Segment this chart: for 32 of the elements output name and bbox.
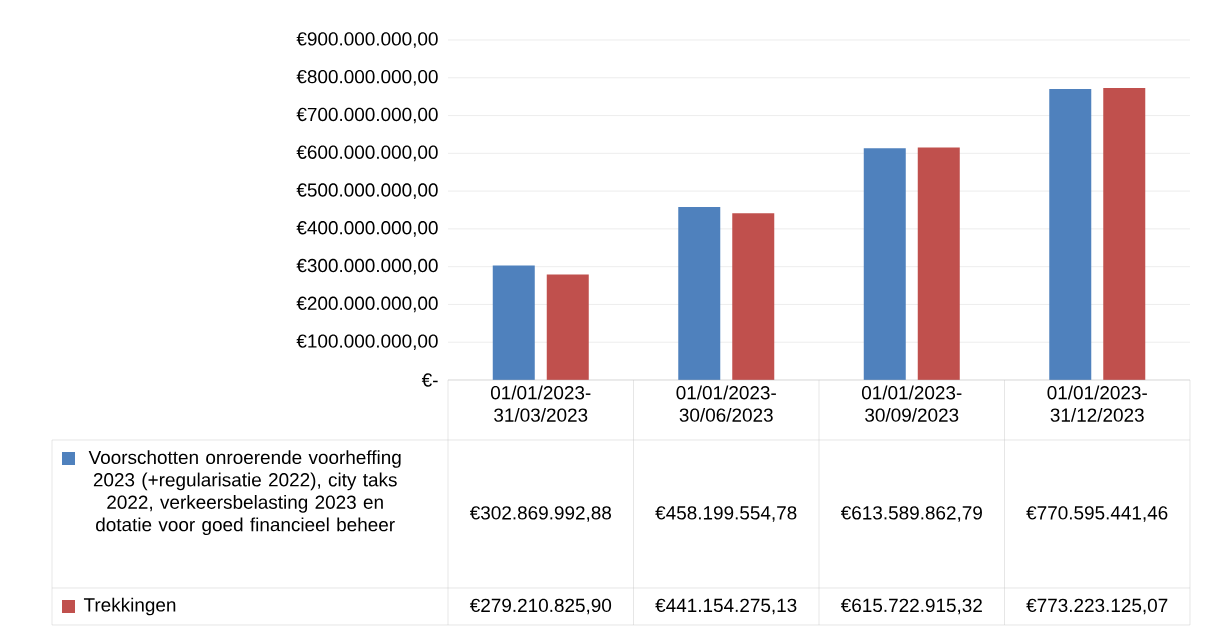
bar	[732, 213, 775, 380]
bar	[1049, 88, 1092, 380]
bar	[1103, 87, 1146, 380]
y-tick-label: €800.000.000,00	[296, 69, 438, 86]
legend-label: Trekkingen	[83, 597, 176, 616]
x-tick-label: 01/01/2023-30/06/2023	[676, 385, 776, 422]
y-tick-label: €-	[421, 373, 438, 387]
data-label: €613.589.862,79	[840, 506, 982, 522]
data-label: €441.154.275,13	[655, 598, 797, 615]
bar	[492, 265, 535, 380]
x-tick-label: 01/01/2023-31/12/2023	[1047, 385, 1147, 422]
data-label: €302.869.992,88	[469, 506, 612, 522]
bar	[678, 206, 721, 380]
y-tick-label: €200.000.000,00	[296, 296, 438, 313]
legend-label: Voorschotten onroerende voorheffing 2023 (+regularisatie 2022), city taks 2022, verkeersbelasting 2023 en dotatie voor goed financieel beheer	[88, 450, 401, 536]
y-tick-label: €400.000.000,00	[296, 221, 438, 237]
bar	[917, 147, 960, 380]
x-tick-label: 01/01/2023-30/09/2023	[861, 385, 962, 422]
y-tick-label: €900.000.000,00	[296, 32, 438, 48]
y-tick-label: €300.000.000,00	[296, 258, 438, 275]
y-tick-label: €500.000.000,00	[296, 183, 438, 199]
bar	[863, 148, 906, 380]
data-label: €770.595.441,46	[1026, 506, 1168, 522]
y-tick-label: €600.000.000,00	[296, 145, 438, 162]
data-label: €615.722.915,32	[840, 598, 982, 615]
data-label: €458.199.554,78	[655, 506, 797, 522]
bar	[546, 274, 589, 380]
data-label: €773.223.125,07	[1026, 598, 1168, 615]
data-label: €279.210.825,90	[469, 598, 612, 615]
y-tick-label: €100.000.000,00	[296, 334, 438, 351]
x-tick-label: 01/01/2023-31/03/2023	[490, 385, 591, 422]
y-tick-label: €700.000.000,00	[296, 107, 438, 124]
